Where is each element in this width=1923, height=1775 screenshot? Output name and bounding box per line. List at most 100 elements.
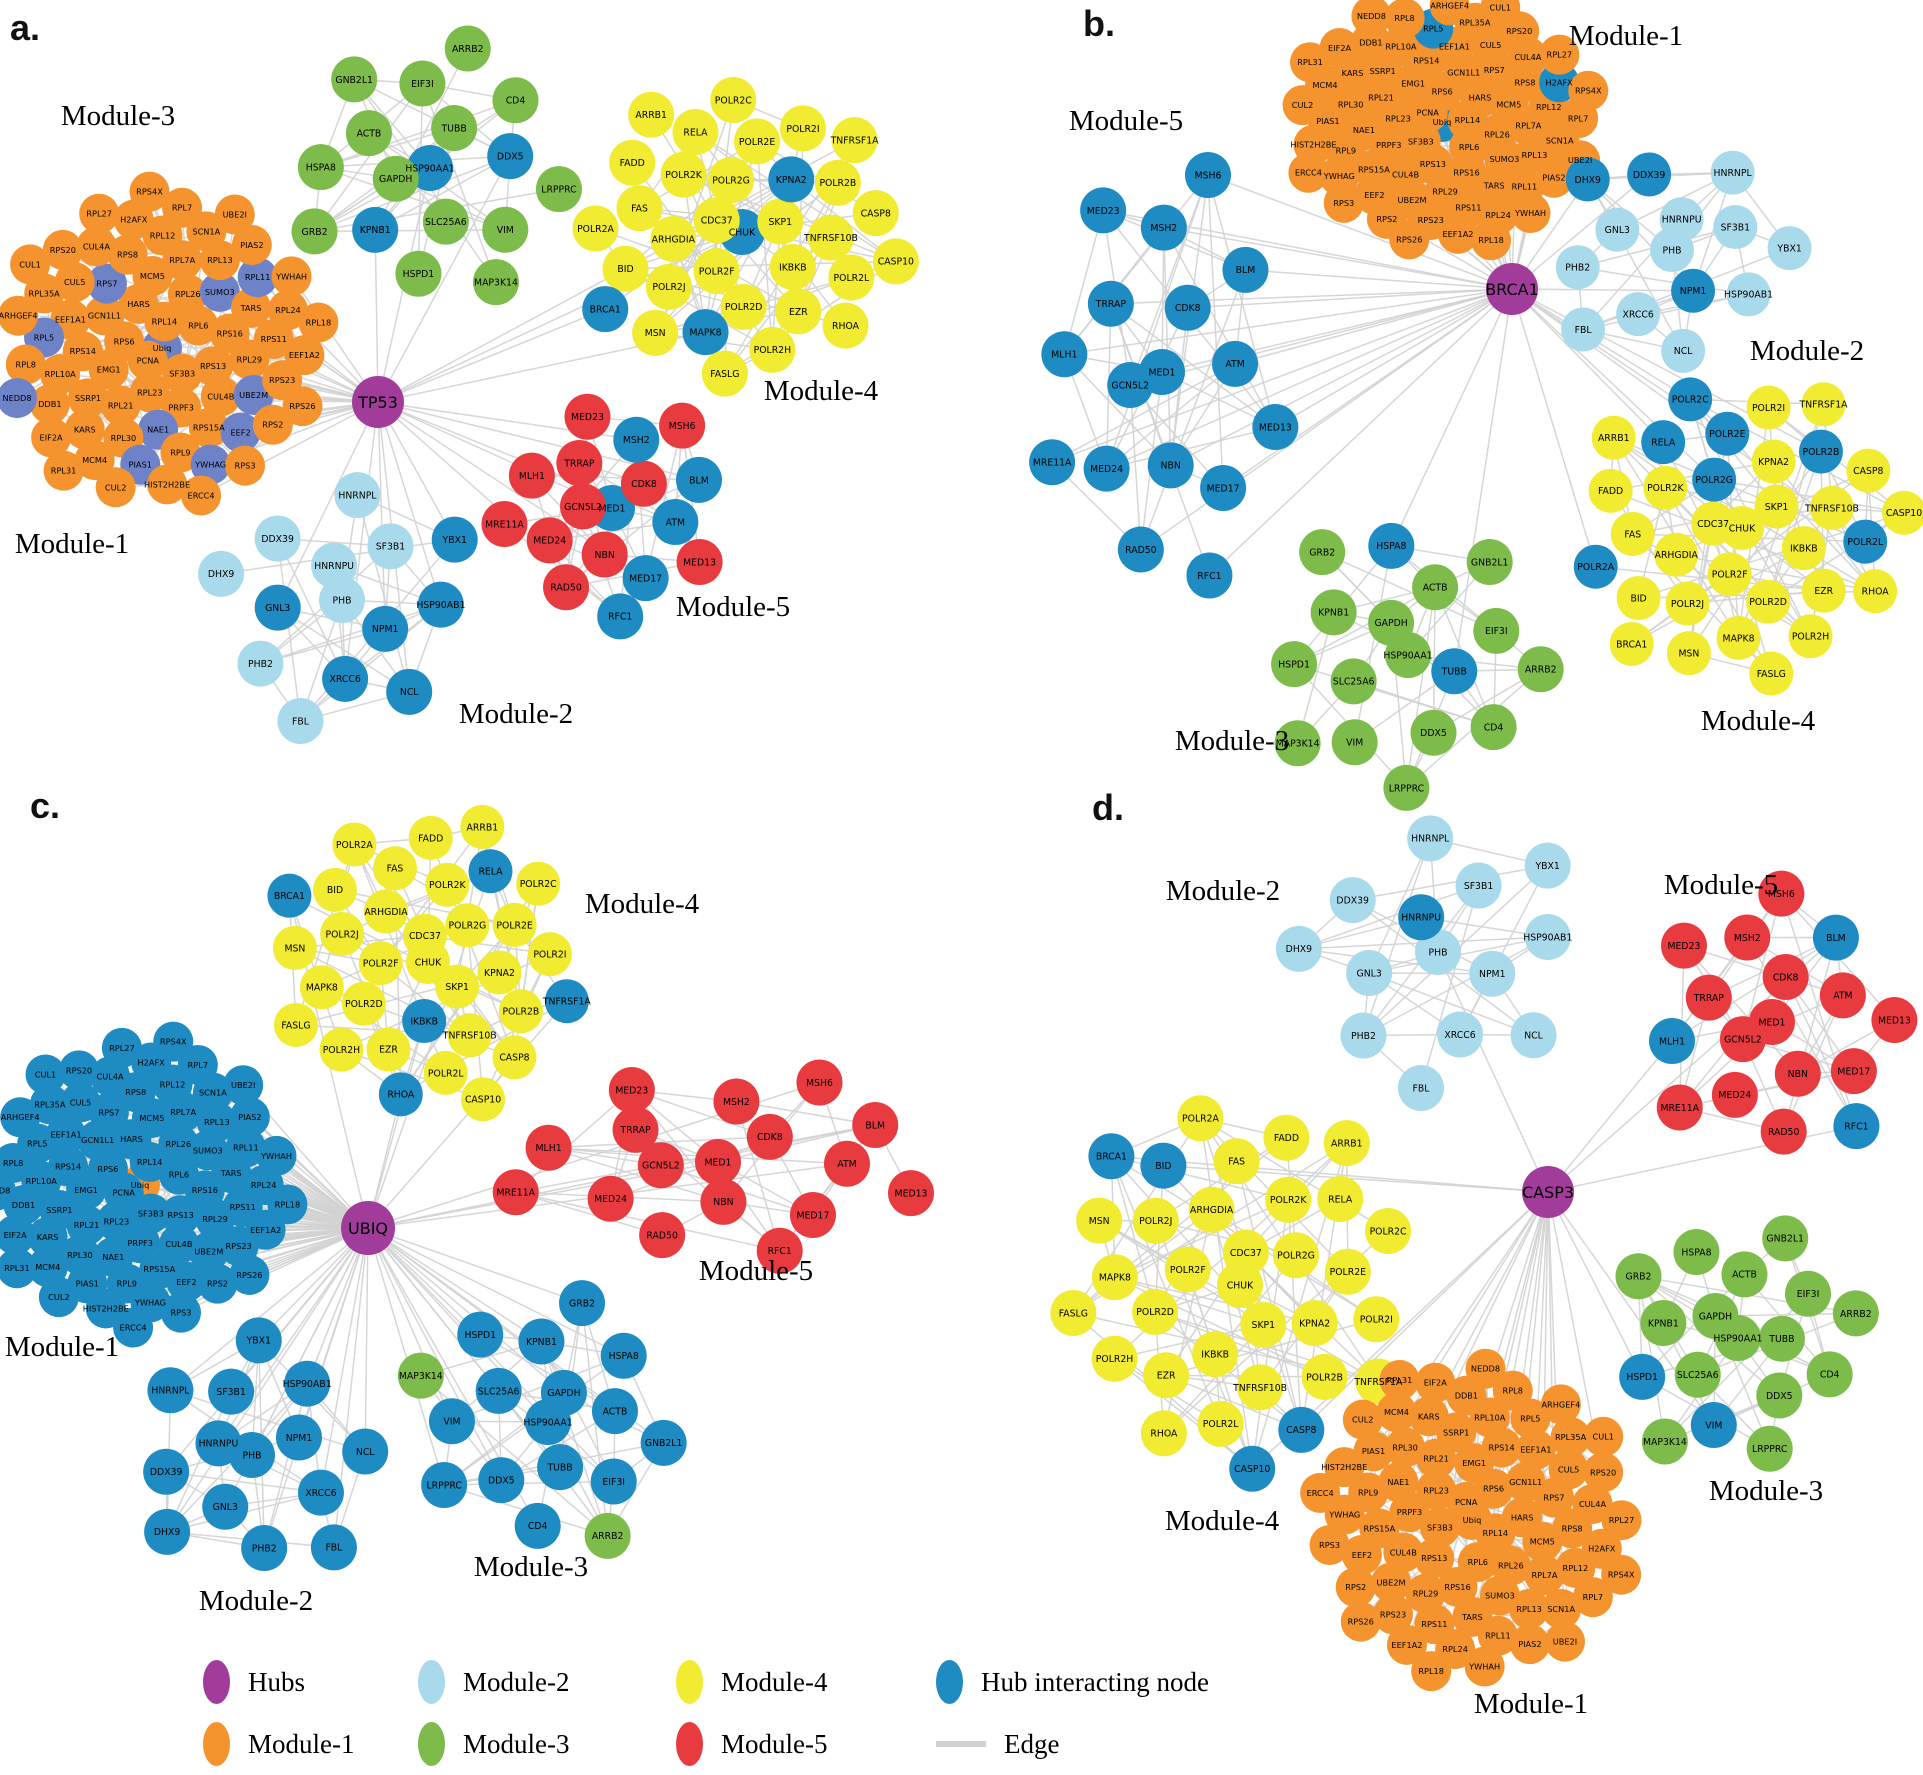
- node-UBE2I: [214, 194, 255, 235]
- node-BLM: [852, 1101, 899, 1148]
- node-CD4: [1470, 704, 1517, 751]
- node-YBX1: [1524, 842, 1571, 889]
- node-GNB2L1: [331, 56, 378, 103]
- node-GRB2: [1299, 529, 1346, 576]
- node-KARS: [27, 1217, 68, 1258]
- node-RPL26: [167, 274, 208, 315]
- node-FAS: [1610, 511, 1655, 556]
- panel-letter-b: b.: [1083, 3, 1115, 44]
- node-YBX1: [1767, 226, 1812, 271]
- node-RPS13: [160, 1195, 201, 1236]
- node-MSN: [272, 925, 317, 970]
- node-CASP8: [492, 1035, 537, 1080]
- node-MSN: [632, 309, 679, 356]
- hub-node-UBIQ: [341, 1201, 395, 1255]
- node-POLR2I: [779, 105, 826, 152]
- node-CUL2: [1282, 85, 1323, 126]
- node-POLR2A: [572, 205, 619, 252]
- node-RAD50: [1117, 526, 1164, 573]
- node-RPS26: [1340, 1601, 1381, 1642]
- node-YWHAH: [1510, 193, 1551, 234]
- node-HSPA8: [1673, 1229, 1720, 1276]
- node-RPL7: [162, 187, 203, 228]
- panel-c-nodes: [0, 804, 934, 1572]
- panel-b-module-4-label: Module-4: [1701, 705, 1816, 737]
- node-ATM: [1212, 340, 1259, 387]
- node-HSPD1: [457, 1311, 504, 1358]
- node-KARS: [1408, 1396, 1449, 1437]
- node-SKP1: [435, 964, 480, 1009]
- node-CUL5: [54, 262, 95, 303]
- node-PHB: [1415, 929, 1461, 975]
- node-GCN5L2: [1107, 362, 1154, 409]
- node-XRCC6: [1437, 1011, 1484, 1058]
- hub-label-UBIQ: UBIQ: [348, 1219, 388, 1238]
- node-TNFRSF1A: [544, 979, 589, 1024]
- node-MLH1: [525, 1124, 572, 1171]
- node-RAD50: [543, 564, 590, 611]
- node-HSPD1: [1619, 1353, 1666, 1400]
- node-UBE2I: [223, 1065, 264, 1106]
- node-EIF2A: [0, 1215, 36, 1256]
- node-KPNB1: [1310, 589, 1357, 636]
- node-CASP8: [1846, 448, 1891, 493]
- edge-line-swatch: [936, 1741, 986, 1747]
- node-CUL4A: [76, 226, 117, 267]
- node-NEDD8: [0, 378, 38, 419]
- node-CUL4B: [200, 376, 241, 417]
- node-DDX5: [478, 1457, 525, 1504]
- node-CASP10: [1882, 490, 1923, 535]
- node-POLR2L: [1197, 1400, 1244, 1447]
- node-IKBKB: [1192, 1331, 1239, 1378]
- node-CDK8: [620, 460, 667, 507]
- node-TRRAP: [1685, 974, 1732, 1021]
- panel-a-module-1-label: Module-1: [15, 528, 129, 560]
- node-EIF3I: [1473, 607, 1520, 654]
- panel-letter-c: c.: [30, 785, 60, 826]
- node-NEDD8: [1351, 0, 1392, 37]
- node-CUL1: [1480, 0, 1521, 28]
- node-POLR2C: [1668, 377, 1713, 422]
- node-RFC1: [1186, 552, 1233, 599]
- node-NAE1: [1378, 1462, 1419, 1503]
- node-MCM5: [1522, 1521, 1563, 1562]
- node-GRB2: [1615, 1253, 1662, 1300]
- node-POLR2J: [1132, 1197, 1179, 1244]
- panel-c-module-2-label: Module-2: [199, 1585, 313, 1617]
- node-RPL18: [1471, 220, 1512, 261]
- panel-c: CHUKCDC37SKP1POLR2FPOLR2GIKBKBARHGDIAKPN…: [0, 785, 934, 1617]
- node-RELA: [468, 849, 513, 894]
- node-VIM: [1690, 1402, 1737, 1449]
- node-NEDD8: [1465, 1348, 1506, 1389]
- legend-item-module-2: Module-2: [418, 1656, 569, 1708]
- node-RFC1: [597, 593, 644, 640]
- node-GAPDH: [372, 155, 419, 202]
- node-POLR2B: [814, 159, 861, 206]
- node-FADD: [408, 815, 453, 860]
- node-TNFRSF10B: [1809, 485, 1854, 530]
- legend-label: Hubs: [248, 1666, 306, 1697]
- node-PIAS2: [231, 225, 272, 266]
- node-DDX39: [1329, 877, 1376, 924]
- node-FAS: [1213, 1138, 1260, 1185]
- legend-item-edge: Edge: [936, 1718, 1059, 1770]
- node-POLR2F: [1164, 1246, 1211, 1293]
- node-SKP1: [1754, 484, 1799, 529]
- node-DDX39: [1627, 152, 1672, 197]
- node-ARRB1: [628, 91, 675, 138]
- node-NCL: [1510, 1012, 1557, 1059]
- node-NPM1: [1469, 950, 1516, 997]
- node-RHOA: [1853, 569, 1898, 614]
- node-RAD50: [1760, 1108, 1807, 1155]
- node-TARS: [230, 287, 271, 328]
- node-HSPD1: [395, 250, 442, 297]
- node-SCN1A: [1541, 1588, 1582, 1629]
- node-BID: [602, 245, 649, 292]
- node-CDC37: [1222, 1229, 1269, 1276]
- node-MED17: [1200, 464, 1247, 511]
- node-KPNA2: [768, 156, 815, 203]
- node-BRCA1: [582, 286, 629, 333]
- node-POLR2H: [319, 1027, 364, 1072]
- node-CASP8: [1278, 1406, 1325, 1453]
- node-MLH1: [508, 452, 555, 499]
